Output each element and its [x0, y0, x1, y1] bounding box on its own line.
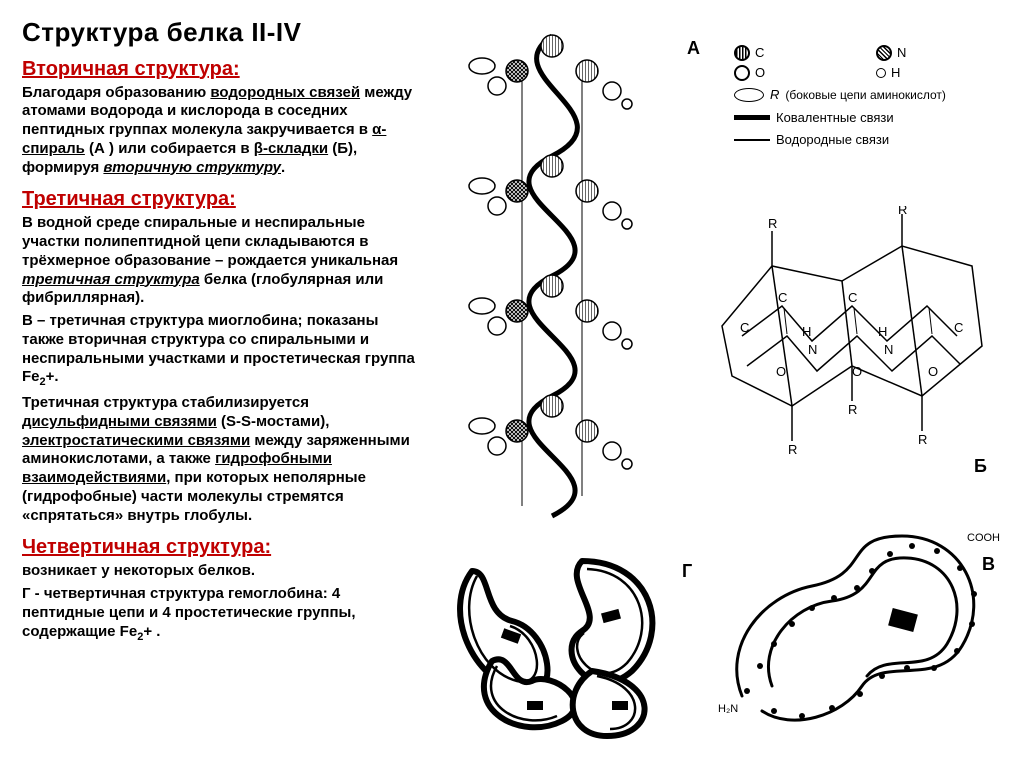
legend-c: C — [734, 44, 862, 62]
tertiary-heading: Третичная структура: — [22, 187, 424, 212]
text-column: Структура белка II-IV Вторичная структур… — [22, 16, 432, 756]
fig-v-tertiary: COOH H₂N — [712, 496, 1007, 756]
t: Ковалентные связи — [776, 109, 894, 127]
t: дисульфидными связями — [22, 413, 217, 430]
t: водородных связей — [210, 84, 360, 101]
svg-text:C: C — [740, 320, 749, 335]
atom-c-icon — [734, 45, 750, 61]
secondary-para: Благодаря образованию водородных связей … — [22, 84, 424, 178]
t: (S-S-мостами), — [217, 413, 330, 430]
svg-text:N: N — [808, 342, 817, 357]
t: O — [755, 64, 765, 82]
r: R — [788, 442, 797, 457]
quaternary-heading: Четвертичная структура: — [22, 535, 424, 560]
t: H — [891, 64, 900, 82]
t: . — [281, 159, 285, 176]
legend-r: R (боковые цепи аминокислот) — [734, 86, 1004, 104]
r: R — [768, 216, 777, 231]
legend-hydrogen: Водородные связи — [734, 131, 1004, 149]
nh2-label: H₂N — [718, 703, 738, 715]
quaternary-p1: возникает у некоторых белков. — [22, 562, 424, 581]
t: N — [897, 44, 906, 62]
fig-a-helix — [432, 16, 702, 526]
svg-text:O: O — [852, 364, 862, 379]
svg-text:H: H — [878, 324, 887, 339]
t: вторичную структуру — [103, 159, 281, 176]
quaternary-p2: Г - четвертичная структура гемоглобина: … — [22, 585, 424, 644]
t: Благодаря образованию — [22, 84, 210, 101]
legend-o: O — [734, 64, 862, 82]
t: + . — [143, 623, 160, 640]
secondary-heading: Вторичная структура: — [22, 57, 424, 82]
t: +. — [46, 368, 59, 385]
legend-n: N — [876, 44, 1004, 62]
t: (А ) или собирается в — [85, 140, 254, 157]
covalent-line-icon — [734, 115, 770, 120]
svg-text:O: O — [776, 364, 786, 379]
legend-h: H — [876, 64, 1004, 82]
legend-covalent: Ковалентные связи — [734, 109, 1004, 127]
t: Третичная структура стабилизируется — [22, 394, 309, 411]
atom-h-icon — [876, 68, 886, 78]
figure-column: C N O H R (боковые цепи аминокислот) Ков… — [432, 16, 1012, 756]
tertiary-p3: Третичная структура стабилизируется дису… — [22, 394, 424, 525]
r: R — [898, 206, 907, 217]
t: В – третичная структура миоглобина; пока… — [22, 312, 415, 385]
t: C — [755, 44, 764, 62]
tertiary-p1: В водной среде спиральные и неспиральные… — [22, 214, 424, 308]
fig-g-quaternary — [432, 521, 692, 746]
tertiary-p2: В – третичная структура миоглобина; пока… — [22, 312, 424, 390]
r: R — [848, 402, 857, 417]
atom-o-icon — [734, 65, 750, 81]
cooh-label: COOH — [967, 532, 1000, 544]
t: третичная структура — [22, 271, 200, 288]
r-ellipse-icon — [734, 88, 764, 102]
fig-b-sheet: R R R R R CNH CNH OOO CC — [702, 206, 1002, 486]
svg-text:C: C — [954, 320, 963, 335]
t: R — [770, 86, 779, 104]
atom-n-icon — [876, 45, 892, 61]
t: β-складки — [254, 140, 328, 157]
t: электростатическими связями — [22, 432, 250, 449]
hydrogen-line-icon — [734, 139, 770, 141]
t: Г - четвертичная структура гемоглобина: … — [22, 585, 356, 640]
svg-text:C: C — [848, 290, 857, 305]
t: В водной среде спиральные и неспиральные… — [22, 214, 398, 269]
r: R — [918, 432, 927, 447]
page-title: Структура белка II-IV — [22, 16, 424, 49]
t: (боковые цепи аминокислот) — [785, 87, 945, 104]
svg-text:H: H — [802, 324, 811, 339]
legend: C N O H R (боковые цепи аминокислот) Ков… — [734, 44, 1004, 153]
svg-text:N: N — [884, 342, 893, 357]
svg-text:O: O — [928, 364, 938, 379]
svg-text:C: C — [778, 290, 787, 305]
t: Водородные связи — [776, 131, 889, 149]
